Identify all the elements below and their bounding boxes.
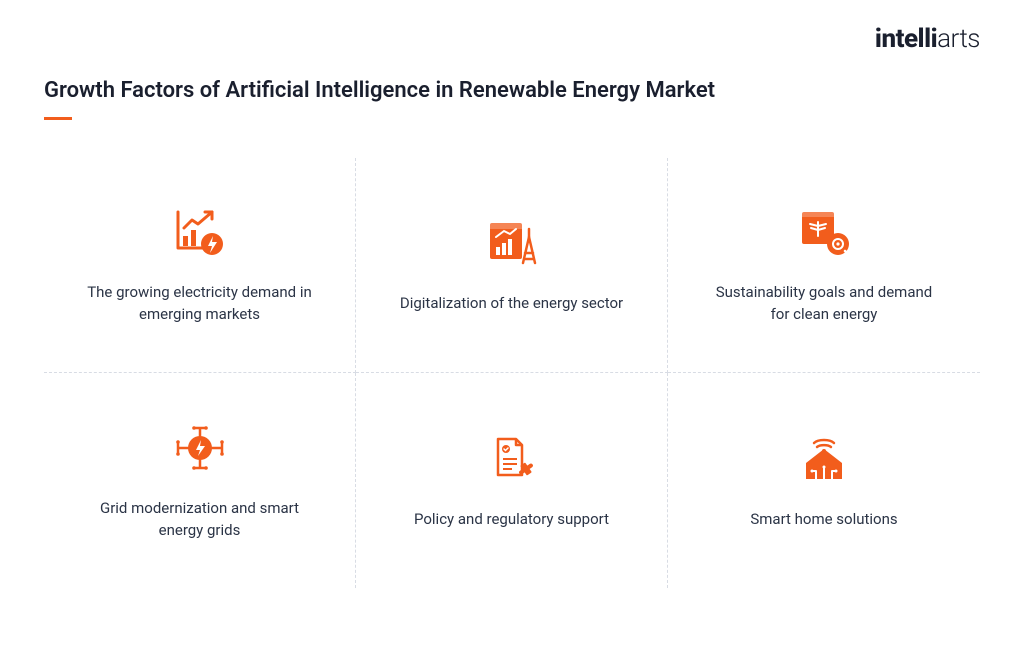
factor-caption: Digitalization of the energy sector xyxy=(400,293,623,315)
page-title: Growth Factors of Artificial Intelligenc… xyxy=(44,78,980,103)
factor-caption: The growing electricity demand in emergi… xyxy=(85,282,315,326)
factor-caption: Grid modernization and smart energy grid… xyxy=(85,498,315,542)
factor-cell: Grid modernization and smart energy grid… xyxy=(44,373,356,588)
factors-grid: The growing electricity demand in emergi… xyxy=(44,158,980,588)
factor-caption: Policy and regulatory support xyxy=(414,509,609,531)
factor-caption: Sustainability goals and demand for clea… xyxy=(709,282,939,326)
smart-grid-icon xyxy=(168,420,232,476)
factor-cell: Digitalization of the energy sector xyxy=(356,158,668,373)
factor-cell: Policy and regulatory support xyxy=(356,373,668,588)
smart-home-icon xyxy=(792,431,856,487)
factor-cell: Sustainability goals and demand for clea… xyxy=(668,158,980,373)
sustainability-icon xyxy=(792,204,856,260)
factor-caption: Smart home solutions xyxy=(750,509,897,531)
logo-light-part: arts xyxy=(937,24,980,54)
logo-strong-part: intelli xyxy=(875,24,937,54)
infographic-page: intelliarts Growth Factors of Artificial… xyxy=(0,0,1024,645)
policy-icon xyxy=(480,431,544,487)
title-underline xyxy=(44,117,72,120)
brand-logo: intelliarts xyxy=(875,24,980,54)
factor-cell: Smart home solutions xyxy=(668,373,980,588)
factor-cell: The growing electricity demand in emergi… xyxy=(44,158,356,373)
digitalization-icon xyxy=(480,215,544,271)
demand-growth-icon xyxy=(168,204,232,260)
